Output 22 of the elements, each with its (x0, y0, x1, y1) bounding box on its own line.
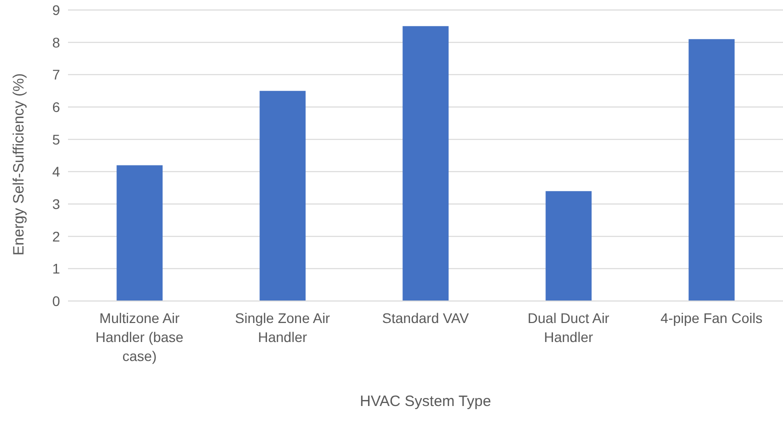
y-tick-label: 5 (52, 131, 60, 148)
bar (260, 90, 306, 301)
y-tick-label: 0 (52, 292, 60, 309)
y-tick-label: 7 (52, 66, 60, 83)
x-tick-label: Standard VAV (382, 310, 470, 326)
x-tick-label: Dual Duct Air Handler (528, 310, 610, 345)
x-tick-label: Multizone Air Handler (base case) (96, 310, 184, 364)
bar (116, 165, 163, 301)
x-tick-label: 4-pipe Fan Coils (660, 310, 762, 326)
x-axis-title: HVAC System Type (360, 393, 492, 410)
y-tick-label: 3 (52, 196, 60, 212)
bar (688, 39, 735, 301)
bar (402, 26, 449, 301)
y-axis-title: Energy Self-Sufficiency (%) (10, 73, 28, 256)
x-tick-label: Single Zone Air Handler (235, 310, 330, 345)
y-tick-label: 9 (52, 2, 60, 18)
y-tick-label: 2 (52, 228, 60, 244)
y-tick-label: 1 (52, 260, 60, 277)
bar (546, 191, 592, 301)
y-tick-label: 6 (52, 98, 60, 115)
y-tick-label: 8 (52, 34, 60, 50)
y-tick-label: 4 (52, 164, 60, 180)
